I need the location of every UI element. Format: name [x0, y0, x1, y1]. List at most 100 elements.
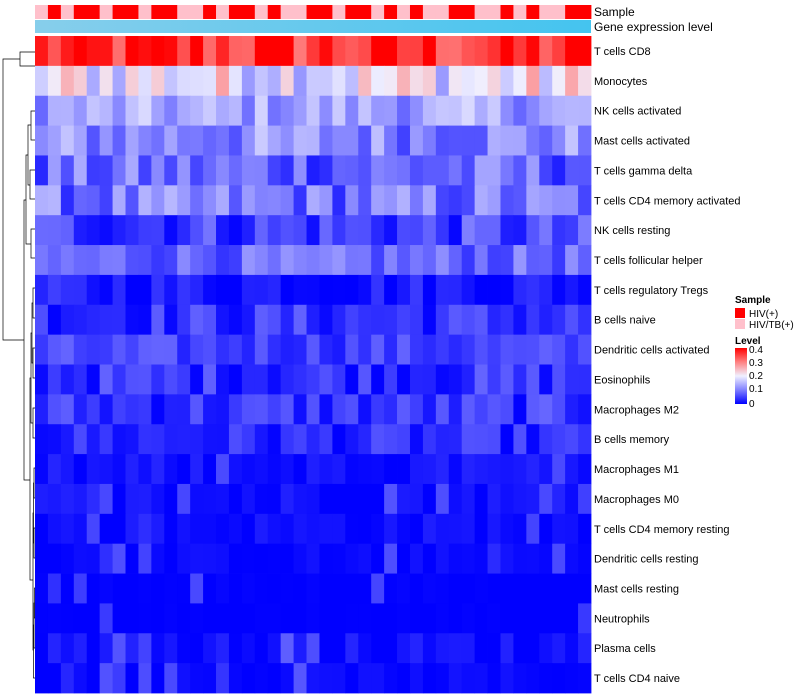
heatmap-cell [448, 274, 463, 306]
heatmap-cell [552, 603, 566, 634]
heatmap-cell [60, 245, 75, 276]
heatmap-cell [203, 125, 217, 156]
heatmap-cell [280, 65, 294, 97]
heatmap-cell [125, 633, 139, 664]
heatmap-cell [241, 155, 256, 186]
heatmap-cell [241, 304, 256, 336]
heatmap-cell [371, 633, 385, 664]
heatmap-cell [216, 573, 230, 604]
heatmap-cell [125, 36, 139, 67]
heatmap-cell [35, 513, 49, 545]
heatmap-cell [164, 633, 178, 664]
heatmap-cell [461, 65, 476, 97]
row-label: Mast cells activated [594, 136, 690, 148]
heatmap-cell [99, 155, 113, 186]
heatmap-cell [565, 543, 579, 574]
heatmap-cell [151, 633, 165, 664]
heatmap-cell [112, 185, 126, 216]
heatmap-cell [151, 65, 165, 97]
heatmap-cell [371, 573, 385, 604]
sample-annotation-cell [552, 5, 566, 19]
legend: Sample HIV(+) HIV/TB(+) Level 0.4 0.3 0.… [735, 295, 794, 410]
heatmap-cell [125, 513, 139, 545]
heatmap-cell [409, 274, 424, 306]
heatmap-cell [177, 304, 191, 336]
dendrogram-branch [29, 377, 33, 581]
heatmap-cell [474, 185, 488, 216]
heatmap-cell [86, 245, 101, 276]
heatmap-cell [565, 424, 579, 455]
row-label: Plasma cells [594, 643, 656, 655]
heatmap-cell [513, 95, 527, 126]
heatmap-cell [164, 155, 178, 186]
heatmap-cell [345, 95, 359, 126]
heatmap-cell [280, 125, 294, 156]
heatmap-cell [203, 394, 217, 425]
row-label: Eosinophils [594, 374, 651, 386]
heatmap-cell [35, 274, 49, 306]
heatmap-cell [203, 663, 217, 694]
heatmap-cell [241, 483, 256, 515]
heatmap-cell [306, 36, 320, 67]
heatmap-cell [254, 245, 269, 276]
heatmap-cell [47, 215, 62, 246]
heatmap-cell [280, 274, 294, 306]
heatmap-cell [280, 573, 294, 604]
heatmap-cell [461, 633, 476, 664]
heatmap-cell [216, 304, 230, 336]
heatmap-cell [474, 543, 488, 574]
heatmap-cell [578, 65, 592, 97]
level-tick-0: 0 [749, 399, 755, 410]
heatmap-cell [306, 454, 320, 485]
heatmap-cell [306, 603, 320, 634]
heatmap-cell [241, 364, 256, 395]
heatmap-cell [138, 125, 152, 156]
sample-annotation-cell [216, 5, 230, 19]
heatmap-cell [461, 483, 476, 515]
heatmap-cell [99, 543, 113, 574]
heatmap-cell [86, 95, 101, 126]
heatmap-cell [216, 394, 230, 425]
heatmap-cell [280, 543, 294, 574]
heatmap-cell [293, 65, 307, 97]
level-tick-02: 0.2 [749, 371, 763, 382]
heatmap-cell [526, 274, 540, 306]
heatmap-cell [86, 663, 101, 694]
heatmap-cell [358, 185, 372, 216]
heatmap-cell [177, 483, 191, 515]
heatmap-cell [487, 364, 501, 395]
heatmap-cell [487, 274, 501, 306]
heatmap-cell [539, 245, 553, 276]
legend-swatch-hiv [735, 308, 745, 318]
heatmap-cell [526, 394, 540, 425]
heatmap-cell [190, 334, 204, 365]
heatmap-cell [293, 483, 307, 515]
heatmap-cell [203, 633, 217, 664]
heatmap-cell [151, 424, 165, 455]
heatmap-cell [358, 36, 372, 67]
heatmap-cell [513, 483, 527, 515]
heatmap-cell [151, 483, 165, 515]
heatmap-cell [254, 633, 269, 664]
heatmap-cell [397, 95, 411, 126]
heatmap-cell [254, 334, 269, 365]
row-label: Macrophages M2 [594, 404, 679, 416]
heatmap-cell [409, 185, 424, 216]
heatmap-cell [177, 185, 191, 216]
heatmap-cell [47, 454, 62, 485]
row-label: T cells gamma delta [594, 165, 693, 177]
heatmap-cell [332, 454, 346, 485]
heatmap-cell [435, 573, 450, 604]
heatmap-cell [293, 215, 307, 246]
sample-annotation-cell [345, 5, 359, 19]
heatmap-cell [164, 334, 178, 365]
heatmap-cell [358, 513, 372, 545]
heatmap-cell [293, 245, 307, 276]
heatmap-cell [422, 185, 437, 216]
heatmap-cell [60, 663, 75, 694]
heatmap-cell [177, 245, 191, 276]
heatmap-cell [500, 454, 514, 485]
heatmap-cell [500, 633, 514, 664]
heatmap-cell [487, 483, 501, 515]
heatmap-cell [397, 274, 411, 306]
